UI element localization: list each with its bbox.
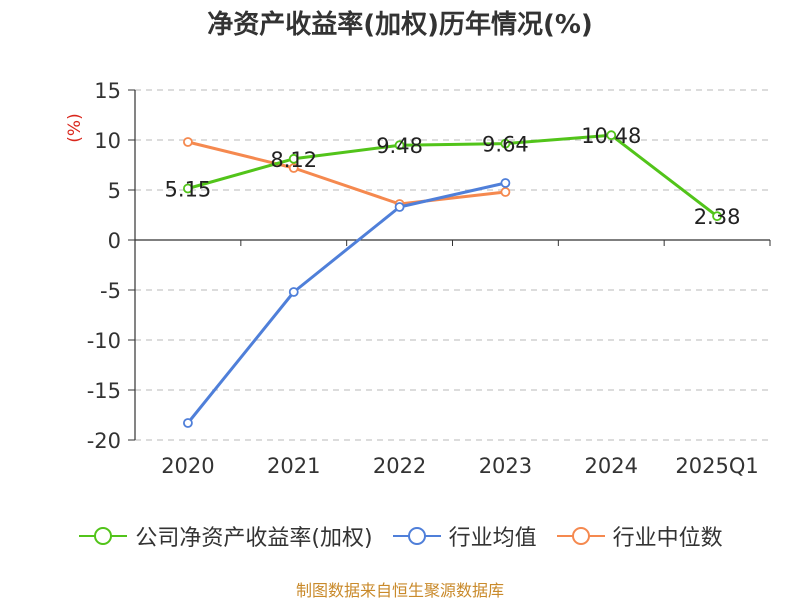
data-label: 5.15 xyxy=(165,178,212,202)
y-tick-label: -15 xyxy=(87,379,121,403)
y-tick-label: 0 xyxy=(108,229,121,253)
legend-item-company[interactable]: 公司净资产收益率(加权) xyxy=(77,520,373,552)
data-point xyxy=(500,138,511,149)
series-line xyxy=(187,133,718,218)
data-point xyxy=(183,183,193,194)
x-tick-label: 2021 xyxy=(267,454,320,478)
data-label: 9.64 xyxy=(482,133,529,157)
y-tick-label: -10 xyxy=(87,329,121,353)
source-note: 制图数据来自恒生聚源数据库 xyxy=(295,581,504,600)
y-tick-label: 15 xyxy=(94,79,121,103)
data-point xyxy=(606,130,617,141)
legend-line-marker-icon xyxy=(392,527,441,545)
data-point xyxy=(288,163,299,173)
x-tick-label: 2025Q1 xyxy=(675,454,758,478)
data-point xyxy=(288,153,299,164)
data-point xyxy=(394,140,405,151)
y-axis-label: (%) xyxy=(65,113,85,142)
legend-label-industry-mean: 行业均值 xyxy=(448,526,537,551)
data-label: 2.38 xyxy=(694,205,741,229)
series-line xyxy=(186,181,506,424)
y-tick-label: 5 xyxy=(108,179,121,203)
data-point xyxy=(394,202,405,212)
legend-label-company: 公司净资产收益率(加权) xyxy=(135,526,373,551)
data-point xyxy=(183,418,193,428)
data-point xyxy=(183,137,193,147)
legend-line-marker-icon xyxy=(556,527,605,545)
y-tick-label: -20 xyxy=(87,429,121,453)
x-tick-label: 2024 xyxy=(585,454,638,478)
y-tick-label: 10 xyxy=(94,129,121,153)
legend: 公司净资产收益率(加权) 行业均值 行业中位数 xyxy=(0,520,800,552)
data-point xyxy=(712,211,722,222)
chart-title: 净资产收益率(加权)历年情况(%) xyxy=(207,10,593,40)
x-tick-label: 2020 xyxy=(161,454,214,478)
data-label: 8.12 xyxy=(270,148,317,172)
x-tick-label: 2022 xyxy=(373,454,426,478)
data-point xyxy=(500,178,511,188)
data-label: 9.48 xyxy=(376,134,423,158)
legend-item-industry-mean[interactable]: 行业均值 xyxy=(391,520,537,552)
y-tick-label: -5 xyxy=(100,279,121,303)
series-line xyxy=(187,140,506,206)
legend-label-industry-median: 行业中位数 xyxy=(612,526,723,551)
data-label: 10.48 xyxy=(581,124,641,148)
data-point xyxy=(288,287,299,297)
x-tick-label: 2023 xyxy=(479,454,532,478)
data-point xyxy=(500,187,511,197)
legend-item-industry-median[interactable]: 行业中位数 xyxy=(555,520,723,552)
legend-line-marker-icon xyxy=(79,527,128,545)
